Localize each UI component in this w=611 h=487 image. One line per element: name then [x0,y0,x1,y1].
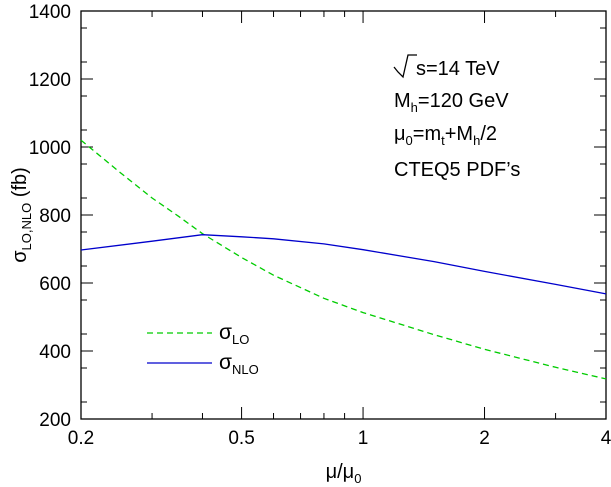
legend-label-nlo: σNLO [219,351,259,377]
annotation-energy: s=14 TeV [416,58,500,80]
annotation-2: μ0=mt+Mh/2 [394,123,497,148]
y-tick-label: 1200 [29,70,71,91]
series-line-lo [80,139,607,380]
y-tick-label: 800 [39,206,71,227]
plot-frame [80,10,607,420]
y-tick-label: 200 [39,410,71,431]
x-tick-label: 1 [358,428,369,449]
x-tick-label: 0.5 [228,428,254,449]
annotation-1: Mh=120 GeV [394,90,509,115]
y-tick-label: 600 [39,274,71,295]
annotation-3: CTEQ5 PDF’s [394,159,520,181]
y-tick-label: 1400 [29,2,71,23]
y-axis-label: σLO,NLO (fb) [9,167,34,263]
y-tick-label: 1000 [29,138,71,159]
x-tick-label: 4 [601,428,611,449]
x-tick-label: 0.2 [68,428,94,449]
x-axis-label: μ/μ0 [326,461,362,486]
legend-label-lo: σLO [219,321,249,347]
x-tick-label: 2 [479,428,490,449]
sqrt-icon [393,54,417,79]
series-line-nlo [80,234,607,295]
y-tick-label: 400 [39,342,71,363]
